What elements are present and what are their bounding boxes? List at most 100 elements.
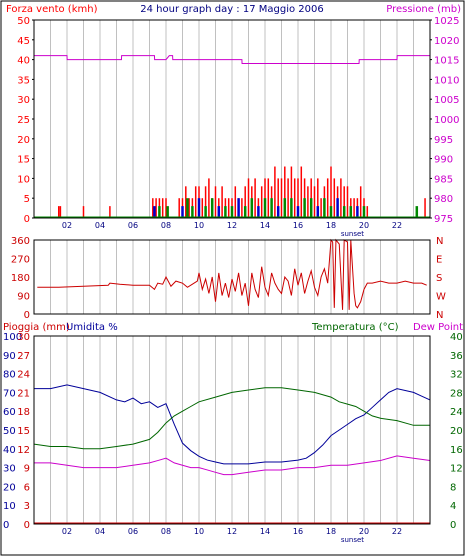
sunset-label: sunset: [341, 230, 364, 238]
data-layer: [33, 55, 431, 524]
pressure-tick-label: 975: [434, 214, 453, 225]
humidity-tick-label: 30: [3, 464, 16, 475]
pressure-tick-label: 980: [434, 194, 453, 205]
x-tick-label: 06: [128, 527, 138, 536]
compass-tick-label: W: [436, 292, 446, 303]
pressure-tick-label: 1000: [434, 115, 459, 126]
wind-tick-label: 35: [17, 75, 30, 86]
pressure-tick-label: 1025: [434, 16, 459, 27]
direction-panel-frame: [33, 239, 431, 315]
dewpoint-axis-label: Dew Point: [413, 322, 463, 333]
x-tick-label: 22: [392, 527, 402, 536]
humidity-tick-label: 50: [3, 426, 16, 437]
wind-tick-label: 15: [17, 155, 30, 166]
x-tick-label: 20: [359, 527, 369, 536]
rain-tick-label: 6: [24, 482, 30, 493]
pressure-axis-label: Pressione (mb): [386, 4, 461, 15]
direction-tick-label: 360: [11, 236, 30, 247]
rain-tick-label: 15: [17, 426, 30, 437]
rain-tick-label: 21: [17, 388, 30, 399]
temperature-tick-label: 8: [450, 482, 456, 493]
x-tick-label: 18: [326, 527, 336, 536]
temperature-tick-label: 12: [450, 464, 463, 475]
humidity-tick-label: 20: [3, 482, 16, 493]
wind-axis-label: Forza vento (kmh): [6, 4, 98, 15]
x-tick-label: 18: [326, 221, 336, 230]
rain-tick-label: 30: [17, 332, 30, 343]
x-tick-label: 16: [293, 221, 303, 230]
rain-tick-label: 12: [17, 445, 30, 456]
temperature-axis-label: Temperatura (°C): [311, 322, 399, 333]
x-tick-label: 08: [161, 221, 171, 230]
compass-tick-label: N: [436, 310, 443, 321]
direction-tick-label: 180: [11, 273, 30, 284]
wind-tick-label: 10: [17, 174, 30, 185]
humidity-line: [34, 384, 431, 465]
x-tick-label: 14: [260, 527, 270, 536]
humidity-axis-label: Umidita %: [66, 322, 118, 333]
x-tick-label: 02: [62, 527, 72, 536]
pressure-tick-label: 990: [434, 155, 453, 166]
humidity-tick-label: 10: [3, 501, 16, 512]
rain-tick-label: 0: [24, 520, 30, 531]
rain-tick-label: 3: [24, 501, 30, 512]
pressure-line: [34, 55, 430, 65]
x-tick-label: 20: [359, 221, 369, 230]
rain-axis-label: Pioggia (mm): [3, 322, 70, 333]
rain-tick-label: 18: [17, 407, 30, 418]
x-tick-label: 02: [62, 221, 72, 230]
temperature-line: [33, 387, 430, 450]
x-tick-label: 04: [95, 527, 105, 536]
rain-tick-label: 27: [17, 351, 30, 362]
humidity-tick-label: 60: [3, 407, 16, 418]
temperature-tick-label: 40: [450, 332, 463, 343]
x-tick-label: 10: [194, 221, 204, 230]
chart-title: 24 hour graph day : 17 Maggio 2006: [140, 4, 323, 15]
dewpoint-line: [34, 455, 431, 476]
temperature-tick-label: 28: [450, 388, 463, 399]
x-tick-label: 04: [95, 221, 105, 230]
pressure-tick-label: 985: [434, 174, 453, 185]
x-tick-label: 12: [227, 527, 237, 536]
rain-tick-label: 9: [24, 464, 30, 475]
temperature-tick-label: 36: [450, 351, 463, 362]
wind-tick-label: 45: [17, 36, 30, 47]
wind-tick-label: 5: [24, 194, 30, 205]
humidity-tick-label: 40: [3, 445, 16, 456]
x-tick-label: 14: [260, 221, 270, 230]
wind-tick-label: 20: [17, 135, 30, 146]
wind-tick-label: 50: [17, 16, 30, 27]
pressure-tick-label: 995: [434, 135, 453, 146]
temperature-tick-label: 4: [450, 501, 456, 512]
wind-tick-label: 0: [24, 214, 30, 225]
x-tick-label: 08: [161, 527, 171, 536]
rain-tick-label: 24: [17, 370, 30, 381]
pressure-tick-label: 1020: [434, 36, 459, 47]
sunset-label: sunset: [341, 536, 364, 544]
wind-tick-label: 25: [17, 115, 30, 126]
direction-tick-label: 270: [11, 255, 30, 266]
humidity-tick-label: 70: [3, 388, 16, 399]
x-tick-label: 22: [392, 221, 402, 230]
compass-tick-label: S: [436, 273, 442, 284]
direction-tick-label: 90: [17, 292, 30, 303]
temperature-tick-label: 32: [450, 370, 463, 381]
x-tick-label: 16: [293, 527, 303, 536]
temperature-tick-label: 20: [450, 426, 463, 437]
compass-tick-label: N: [436, 236, 443, 247]
wind-tick-label: 30: [17, 95, 30, 106]
humidity-tick-label: 90: [3, 351, 16, 362]
humidity-tick-label: 100: [3, 332, 22, 343]
pressure-tick-label: 1015: [434, 56, 459, 67]
direction-tick-label: 0: [24, 310, 30, 321]
x-tick-label: 10: [194, 527, 204, 536]
temp-panel-frame: [33, 335, 431, 525]
wind-direction-line: [37, 238, 427, 310]
wind-tick-label: 40: [17, 56, 30, 67]
humidity-tick-label: 0: [3, 520, 9, 531]
compass-tick-label: E: [436, 255, 442, 266]
